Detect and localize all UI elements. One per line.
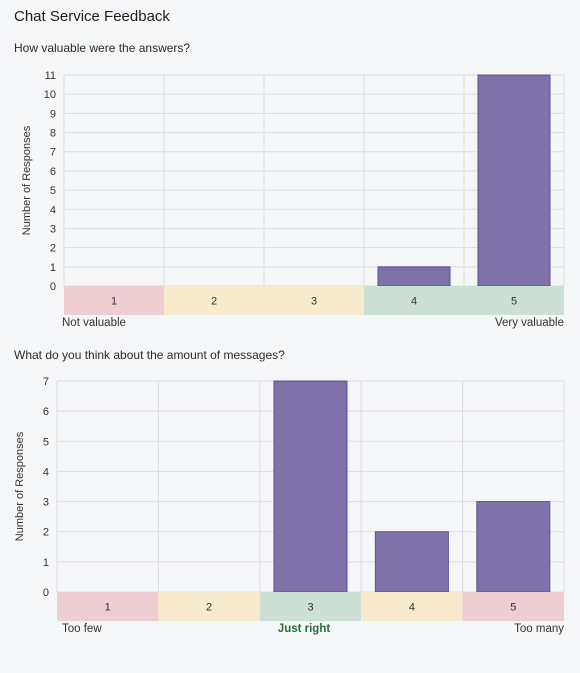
category-band-2 <box>158 592 260 621</box>
y-tick-label: 5 <box>43 436 49 448</box>
y-tick-label: 11 <box>45 70 56 82</box>
y-tick-label: 7 <box>50 147 56 159</box>
bar-4 <box>374 531 449 593</box>
y-tick-label: 6 <box>43 406 49 418</box>
x-tick-label: 4 <box>409 602 415 614</box>
chart-2-center-label: Just right <box>277 623 331 635</box>
category-band-3 <box>259 592 362 621</box>
y-tick-label: 4 <box>50 204 56 216</box>
category-band-5 <box>464 286 564 315</box>
y-tick-label: 3 <box>50 223 56 235</box>
x-tick-label: 3 <box>311 296 317 308</box>
bar-5 <box>476 501 551 593</box>
category-band-1 <box>64 286 164 315</box>
y-tick-label: 9 <box>50 108 56 120</box>
chart-2-left-label: Too few <box>62 623 102 635</box>
y-tick-label: 3 <box>43 497 49 509</box>
x-tick-label: 4 <box>411 296 417 308</box>
chart-2-right-label: Too many <box>514 623 564 635</box>
y-axis-label: Number of Responses <box>14 431 26 541</box>
chart-1-right-label: Very valuable <box>494 317 564 329</box>
x-tick-label: 3 <box>307 602 313 614</box>
bar-5 <box>477 74 551 287</box>
x-tick-label: 2 <box>206 602 212 614</box>
chart-2-question: What do you think about the amount of me… <box>14 348 285 362</box>
y-tick-label: 8 <box>50 128 56 140</box>
page-title: Chat Service Feedback <box>14 8 170 25</box>
category-band-4 <box>364 286 464 315</box>
category-band-4 <box>361 592 463 621</box>
x-tick-label: 5 <box>510 602 516 614</box>
bar-3 <box>273 380 348 593</box>
x-tick-label: 1 <box>111 296 117 308</box>
y-tick-label: 7 <box>43 376 49 388</box>
category-band-2 <box>164 286 264 315</box>
y-tick-label: 6 <box>50 166 56 178</box>
x-tick-label: 5 <box>511 296 517 308</box>
y-tick-label: 1 <box>50 262 56 274</box>
chart-1: 0 1 2 3 4 5 6 7 8 9 10 11 Number of Responses 1 2 3 4 5 <box>21 70 565 315</box>
category-band-3 <box>264 286 364 315</box>
y-tick-label: 0 <box>50 281 56 293</box>
y-axis-label: Number of Responses <box>21 125 33 235</box>
y-tick-label: 2 <box>43 527 49 539</box>
y-tick-label: 4 <box>43 466 49 478</box>
y-tick-label: 2 <box>50 243 56 255</box>
chart-1-left-label: Not valuable <box>62 317 126 329</box>
y-tick-label: 1 <box>43 557 49 569</box>
y-tick-label: 5 <box>50 185 56 197</box>
chart-1-question: How valuable were the answers? <box>14 41 191 55</box>
y-tick-label: 10 <box>44 89 56 101</box>
x-tick-label: 2 <box>211 296 217 308</box>
category-band-1 <box>57 592 159 621</box>
y-tick-label: 0 <box>43 587 49 599</box>
x-tick-label: 1 <box>105 602 111 614</box>
category-band-5 <box>462 592 564 621</box>
